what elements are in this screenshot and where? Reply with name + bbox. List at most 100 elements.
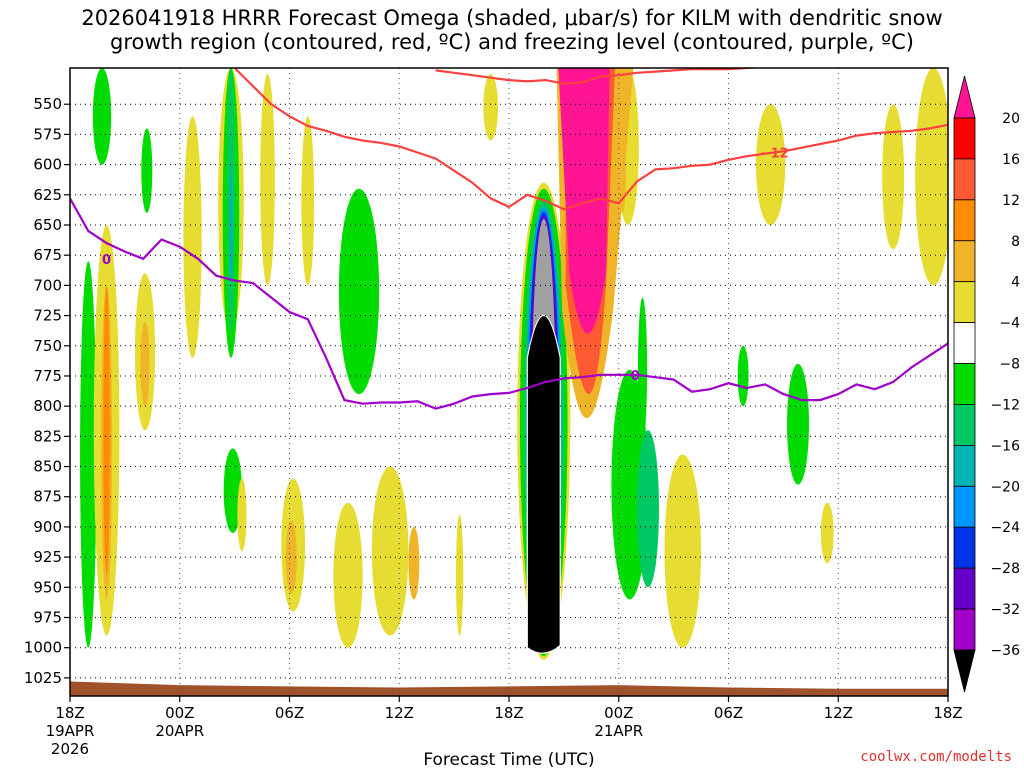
contour-point-1-22	[471, 395, 474, 398]
contour-point-1-42	[837, 393, 839, 395]
contour-point-1-19	[416, 400, 419, 402]
y-tick-label-850: 850	[33, 458, 62, 476]
shade-green-2	[141, 128, 153, 213]
contour-point-1-25	[526, 387, 528, 389]
contour-point-2-25	[526, 194, 528, 196]
contour-point-3-20	[435, 69, 437, 72]
contour-point-1-33	[673, 378, 675, 381]
y-tick-label-725: 725	[33, 307, 62, 325]
y-tick-label-650: 650	[33, 216, 62, 234]
x-tick-label-18: 12Z	[385, 704, 414, 722]
contour-point-1-23	[490, 393, 492, 395]
contour-point-1-4	[142, 258, 144, 260]
colorbar-label-12: −28	[990, 561, 1020, 577]
x-tick-label-6: 00Z	[165, 704, 194, 722]
shade-orange-4	[408, 526, 420, 600]
shade-yellow-7	[301, 116, 315, 286]
contour-point-3-24	[508, 79, 510, 81]
contour-point-1-12	[288, 311, 291, 313]
contour-point-1-39	[782, 393, 784, 395]
colorbar: 20 16 12 8 4 −4 −8 −12 −16 −20 −24 −28 −32 −36	[953, 75, 1020, 693]
x-tick-label-36: 06Z	[714, 704, 743, 722]
contour-point-2-27	[563, 208, 565, 210]
y-tick-label-1025: 1025	[24, 669, 62, 687]
contour-lines: 0 0 −12	[70, 68, 948, 410]
contour-point-3-30	[618, 74, 620, 76]
contour-point-2-14	[325, 130, 327, 132]
y-tick-label-625: 625	[33, 186, 62, 204]
contour-point-1-31	[636, 374, 638, 376]
contour-point-1-30	[618, 374, 620, 376]
shade-green-8	[737, 345, 749, 407]
contour-point-3-21	[453, 72, 455, 74]
y-tick-label-900: 900	[33, 518, 62, 536]
y-tick-label-875: 875	[33, 488, 62, 506]
colorbar-label-13: −32	[990, 602, 1020, 618]
shade-orange-2	[140, 321, 150, 407]
freezing-level-label: 0	[102, 253, 111, 268]
colorbar-label-5: 4	[1011, 275, 1020, 291]
colorbar-swatch-6	[953, 322, 976, 364]
colorbar-swatch-7	[953, 363, 976, 405]
shade-green-5	[338, 188, 380, 395]
contour-point-1-6	[179, 246, 181, 248]
contour-point-1-20	[435, 407, 437, 410]
contour-point-1-32	[654, 376, 656, 378]
omega-shading	[70, 68, 948, 696]
colorbar-swatch-8	[953, 404, 976, 446]
y-tick-label-925: 925	[33, 548, 62, 566]
contour-point-1-41	[819, 399, 821, 401]
contour-point-1-45	[892, 381, 894, 383]
shade-yellow-9	[371, 466, 409, 636]
contour-point-2-11	[270, 103, 272, 105]
contour-point-2-31	[636, 180, 638, 183]
y-tick-label-1000: 1000	[24, 639, 62, 657]
contour-point-2-20	[435, 157, 437, 160]
contour-point-2-39	[782, 150, 784, 152]
contour-point-1-11	[270, 296, 272, 299]
colorbar-swatch-11	[953, 526, 976, 569]
contour-point-2-36	[727, 159, 730, 161]
shade-green-1	[80, 261, 97, 648]
y-tick-label-775: 775	[33, 367, 62, 385]
contour-point-2-19	[416, 151, 419, 154]
chart-title-line-2: growth region (contoured, red, ºC) and f…	[110, 30, 914, 54]
contour-point-3-29	[599, 75, 602, 78]
y-tick-label-750: 750	[33, 337, 62, 355]
colorbar-swatch-4	[953, 240, 976, 283]
contour-point-1-40	[801, 399, 803, 401]
y-tick-label-825: 825	[33, 427, 62, 445]
y-tick-label-975: 975	[33, 609, 62, 627]
contour-point-1-27	[563, 377, 565, 379]
contour-point-1-46	[910, 366, 913, 369]
contour-point-2-12	[288, 115, 291, 117]
shade-yellow-8	[333, 502, 363, 648]
contour-point-1-21	[453, 403, 455, 405]
colorbar-top-arrow	[953, 75, 976, 119]
contour-point-3-27	[563, 83, 565, 85]
shade-teal-2	[637, 430, 659, 588]
contour-point-1-2	[105, 242, 108, 244]
contour-point-2-29	[599, 197, 602, 200]
freezing-level-label-2: 0	[631, 369, 640, 384]
contour-point-1-16	[362, 403, 364, 405]
y-tick-label-550: 550	[33, 95, 62, 113]
y-tick-label-950: 950	[33, 578, 62, 596]
contour-point-2-37	[746, 155, 748, 157]
contour-point-3-35	[709, 68, 711, 70]
contour-point-2-26	[544, 200, 547, 202]
contour-point-2-35	[709, 164, 711, 166]
y-tick-label-600: 600	[33, 156, 62, 174]
contour-point-2-46	[910, 130, 913, 132]
chart-title: 2026041918 HRRR Forecast Omega (shaded, …	[0, 6, 1024, 54]
x-tick-date-30: 21APR	[594, 722, 643, 740]
contour-point-3-31	[636, 72, 638, 74]
colorbar-label-2: 16	[1002, 152, 1020, 168]
contour-point-2-21	[453, 170, 455, 172]
contour-point-3-25	[526, 80, 528, 82]
colorbar-label-1: 20	[1002, 111, 1020, 127]
colorbar-swatch-5	[953, 281, 976, 324]
colorbar-swatch-10	[953, 485, 976, 528]
contour-point-1-35	[709, 388, 711, 390]
